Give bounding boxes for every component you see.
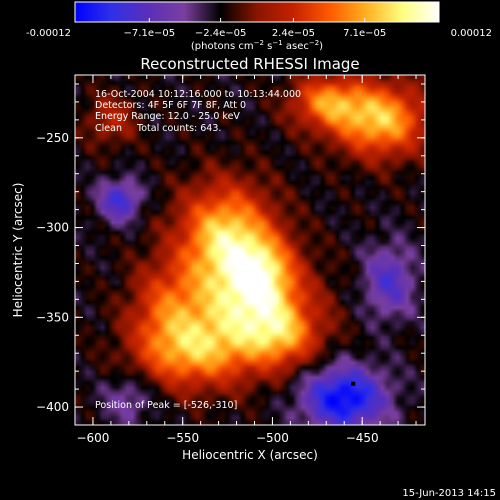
colorbar-tick-label: -0.00012: [26, 28, 71, 39]
annotation-detectors: Detectors: 4F 5F 6F 7F 8F, Att 0: [95, 100, 246, 111]
colorbar-tick-label: −2.4e−05: [195, 28, 247, 39]
colorbar-tick-label: −7.1e−05: [124, 28, 176, 39]
annotation-peak: Position of Peak = [-526,-310]: [95, 400, 237, 411]
y-tick-label: −400: [36, 400, 69, 414]
x-tick-label: −500: [256, 431, 289, 445]
colorbar-tick-label: 7.1e−05: [343, 28, 386, 39]
y-tick-label: −250: [36, 131, 69, 145]
annotation-energy: Energy Range: 12.0 - 25.0 keV: [95, 111, 240, 122]
y-tick-label: −300: [36, 221, 69, 235]
peak-marker: [351, 381, 356, 386]
annotation-counts: Clean Total counts: 643.: [95, 123, 221, 134]
y-axis-label: Heliocentric Y (arcsec): [11, 183, 25, 318]
colorbar-tick-label: 2.4e−05: [272, 28, 315, 39]
heatmap-image: [75, 75, 425, 425]
colorbar-tick-label: 0.00012: [451, 28, 492, 39]
colorbar: [74, 1, 440, 23]
footer-timestamp: 15-Jun-2013 14:15: [402, 488, 496, 499]
colorbar-unit: (photons cm−2 s−1 asec−2): [191, 39, 323, 52]
axis-ticks: −600 −550 −500 −450 −400 −350 −300 −250: [36, 75, 425, 445]
heatmap-pixels: [75, 75, 425, 425]
colorbar-ticks: -0.00012 −7.1e−05 −2.4e−05 2.4e−05 7.1e−05 0.…: [26, 18, 492, 39]
x-tick-label: −600: [76, 431, 109, 445]
x-tick-label: −550: [166, 431, 199, 445]
chart-title: Reconstructed RHESSI Image: [140, 55, 359, 73]
x-tick-label: −450: [346, 431, 379, 445]
plot-frame: [74, 74, 426, 426]
x-axis-label: Heliocentric X (arcsec): [182, 448, 318, 462]
annotation-time: 16-Oct-2004 10:12:16.000 to 10:13:44.000: [95, 89, 301, 100]
y-tick-label: −350: [36, 310, 69, 324]
